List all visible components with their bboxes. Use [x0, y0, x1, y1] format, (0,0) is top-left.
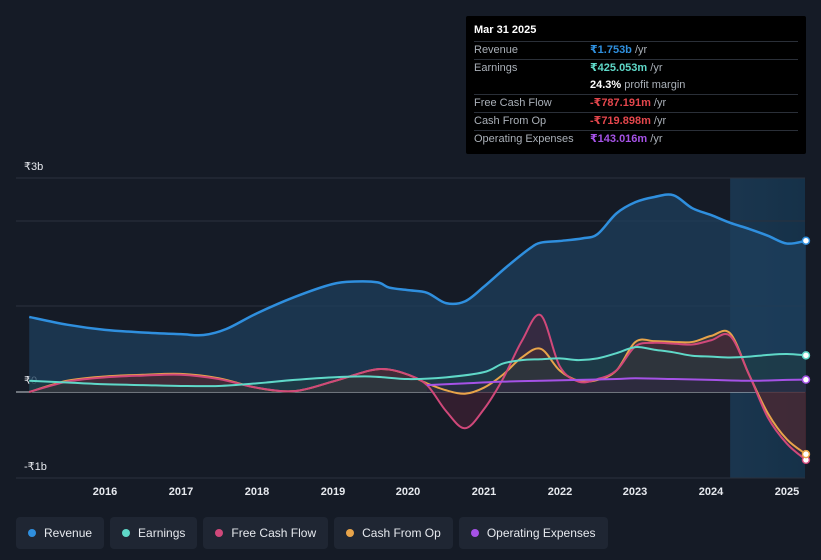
operating-expenses-end-marker [801, 375, 811, 384]
revenue-end-marker [801, 236, 811, 245]
tooltip-row-value: ₹425.053m /yr [590, 62, 663, 74]
tooltip-row-value: -₹787.191m /yr [590, 97, 667, 109]
revenue-line [28, 193, 807, 337]
tooltip-row-label: Operating Expenses [474, 133, 574, 145]
earnings-end-marker [801, 351, 811, 360]
chart-legend: Revenue Earnings Free Cash Flow Cash From O… [16, 517, 608, 549]
legend-item-revenue[interactable]: Revenue [16, 517, 105, 549]
tooltip-row-label: Revenue [474, 44, 519, 56]
x-tick-label: 2017 [169, 486, 193, 498]
tooltip-row-value: 24.3% profit margin [590, 79, 686, 91]
tooltip-row: 24.3% profit margin [474, 77, 798, 94]
tooltip-row: Revenue ₹1.753b /yr [474, 41, 798, 59]
legend-label: Operating Expenses [486, 526, 596, 540]
tooltip-row: Earnings ₹425.053m /yr [474, 59, 798, 77]
legend-dot-icon [470, 529, 479, 537]
tooltip-row: Cash From Op -₹719.898m /yr [474, 112, 798, 130]
tooltip-row-label: Free Cash Flow [474, 97, 552, 109]
tooltip-row-label [474, 77, 590, 94]
legend-dot-icon [122, 529, 131, 537]
tooltip-rows: Revenue ₹1.753b /yr Earnings ₹425.053m /yr 2… [474, 41, 798, 148]
x-tick-label: 2025 [775, 486, 799, 498]
tooltip-row-label: Earnings [474, 62, 518, 74]
legend-label: Earnings [138, 526, 186, 540]
tooltip-row-label: Cash From Op [474, 115, 547, 127]
free-cash-flow-line [28, 313, 807, 461]
legend-dot-icon [215, 529, 224, 537]
legend-item-free-cash-flow[interactable]: Free Cash Flow [203, 517, 329, 549]
x-tick-label: 2018 [245, 486, 269, 498]
x-tick-label: 2019 [321, 486, 345, 498]
x-tick-label: 2024 [699, 486, 724, 498]
tooltip-date: Mar 31 2025 [474, 24, 537, 36]
x-tick-label: 2020 [396, 486, 420, 498]
x-tick-label: 2021 [472, 486, 496, 498]
x-tick-label: 2016 [93, 486, 117, 498]
earnings-line [29, 346, 807, 388]
y-tick-label: ₹3b [24, 161, 43, 173]
legend-item-operating-expenses[interactable]: Operating Expenses [458, 517, 608, 549]
revenue-area [29, 194, 806, 392]
tooltip-row: Free Cash Flow -₹787.191m /yr [474, 94, 798, 112]
chart-area: ₹3b₹0-₹1b2016201720182019202020212022202… [16, 161, 811, 498]
operating-expenses-line [427, 377, 806, 387]
tooltip-row: Operating Expenses ₹143.016m /yr [474, 130, 798, 148]
x-tick-label: 2022 [548, 486, 572, 498]
tooltip-row-value: ₹1.753b /yr [590, 44, 648, 56]
x-tick-label: 2023 [623, 486, 647, 498]
legend-label: Revenue [44, 526, 93, 540]
tooltip-row-value: -₹719.898m /yr [590, 115, 667, 127]
tooltip-row-value: ₹143.016m /yr [590, 133, 663, 145]
data-tooltip: Mar 31 2025 Revenue ₹1.753b /yr Earnings ₹4… [466, 16, 806, 154]
legend-label: Cash From Op [362, 526, 441, 540]
legend-label: Free Cash Flow [231, 526, 317, 540]
legend-item-earnings[interactable]: Earnings [110, 517, 198, 549]
legend-item-cash-from-op[interactable]: Cash From Op [334, 517, 453, 549]
legend-dot-icon [28, 529, 36, 537]
y-tick-label: -₹1b [24, 461, 47, 473]
cash-from-op-end-marker [801, 449, 811, 459]
legend-dot-icon [346, 529, 355, 537]
